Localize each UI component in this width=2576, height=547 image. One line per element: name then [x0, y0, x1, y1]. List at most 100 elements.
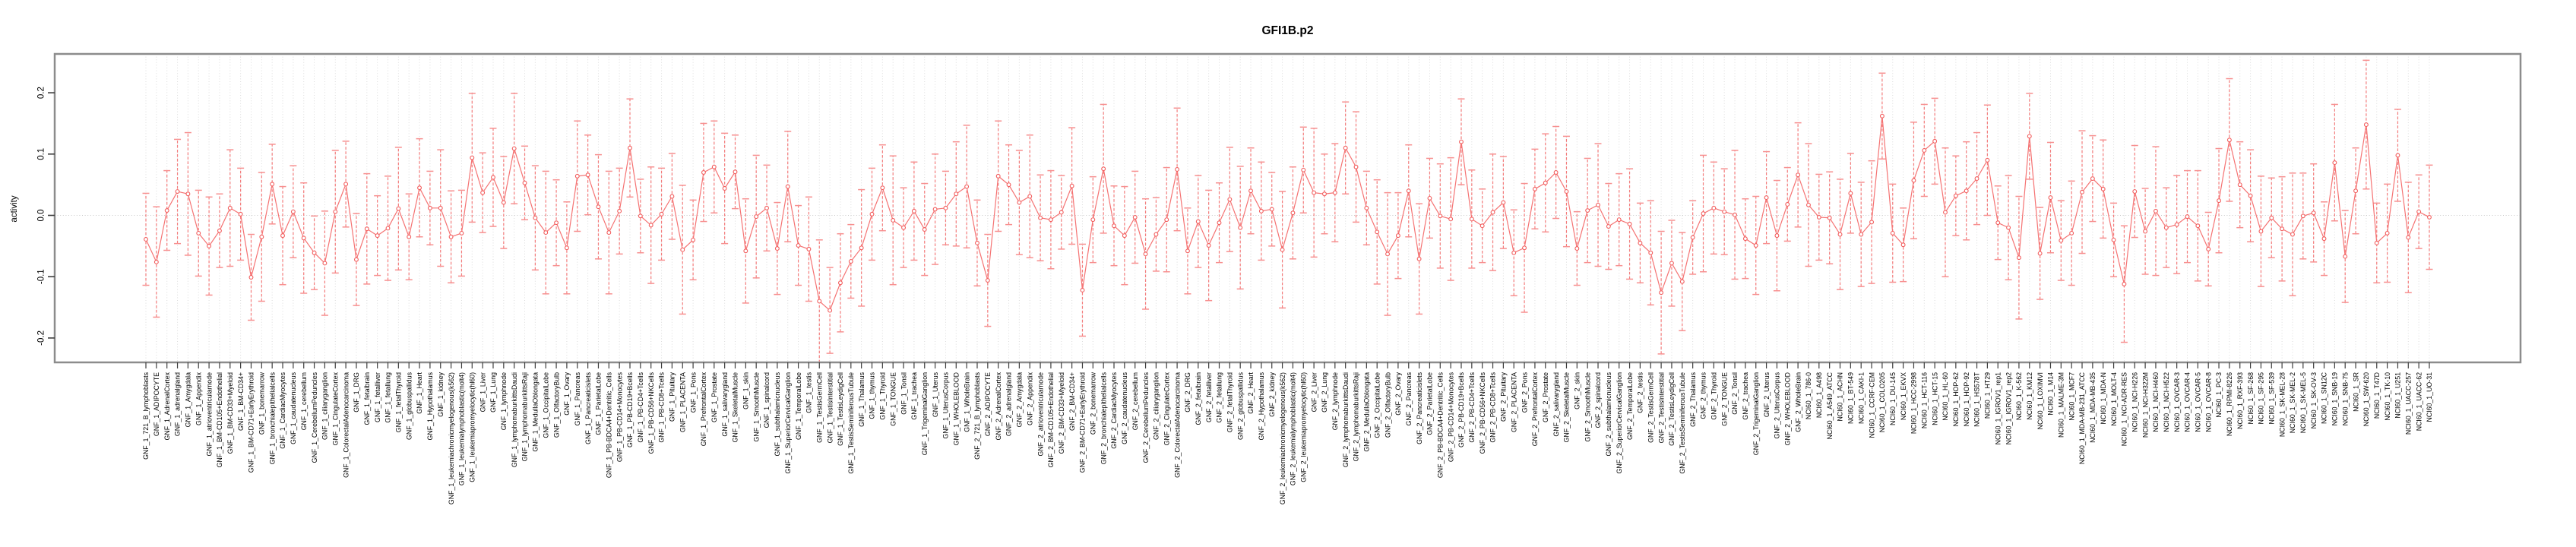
data-point	[901, 225, 907, 230]
data-point	[1753, 243, 1758, 248]
x-tick-label: GNF_1_Pancreas	[574, 372, 581, 425]
data-point	[2406, 235, 2411, 240]
data-point	[227, 205, 233, 210]
data-point	[1806, 202, 1811, 207]
x-tick-label: GNF_1_lymphomaburkittsDaudi	[511, 372, 518, 467]
data-point	[869, 211, 875, 217]
x-tick-label: GNF_2_Thalamus	[1689, 372, 1697, 426]
data-point	[1364, 205, 1369, 210]
data-point	[1427, 195, 1432, 201]
x-tick-label: GNF_1_adrenalgland	[174, 372, 182, 436]
x-tick-label: GNF_2_OlfactoryBulb	[1384, 372, 1391, 438]
data-point	[2080, 189, 2084, 194]
x-tick-label: GNF_2_bronchialepithelialcells	[1100, 372, 1107, 464]
data-point	[2037, 251, 2043, 256]
x-tick-label: GNF_2_PB-BDCA4+Dentritic_Cells	[1436, 372, 1444, 478]
x-tick-label: NCI60_1_MDA-MB-435	[2089, 372, 2097, 443]
data-point	[1227, 197, 1233, 202]
data-point	[817, 299, 822, 304]
data-point	[1827, 215, 1832, 220]
y-tick-label: -0.2	[37, 330, 46, 346]
x-tick-label: GNF_2_WholeBrain	[1794, 372, 1802, 432]
x-tick-label: GNF_2_UterusCorpus	[1774, 372, 1781, 438]
data-point	[859, 245, 864, 251]
x-tick-label: NCI60_1_HOP-62	[1952, 372, 1960, 426]
data-point	[701, 170, 706, 175]
data-point	[522, 180, 527, 185]
data-point	[1258, 208, 1264, 213]
x-tick-label: GNF_2_subthalamicnucleus	[1605, 372, 1612, 456]
data-point	[1796, 172, 1801, 178]
data-point	[2154, 208, 2158, 213]
data-point	[648, 223, 653, 228]
data-point	[2226, 138, 2232, 143]
data-point	[975, 240, 979, 245]
data-point	[711, 164, 717, 169]
data-point	[396, 206, 401, 211]
data-point	[680, 247, 685, 252]
data-point	[2132, 189, 2138, 194]
data-point	[2416, 209, 2422, 214]
data-point	[1974, 176, 1979, 182]
data-point	[2290, 232, 2295, 237]
x-tick-label: GNF_2_Uterus	[1763, 372, 1771, 417]
data-point	[1185, 248, 1190, 254]
x-tick-label: NCI60_1_NCI-H460	[2152, 372, 2160, 432]
x-tick-label: GNF_2_leukemiapromyelocytic(hl60)	[1299, 372, 1307, 482]
x-tick-label: GNF_1_SuperiorCervicalGanglion	[784, 372, 792, 474]
x-tick-label: GNF_1_AdrenalCortex	[163, 372, 171, 440]
x-tick-label: GNF_2_SmoothMuscle	[1584, 372, 1591, 442]
data-point	[1385, 251, 1391, 257]
x-tick-label: NCI60_1_HT29	[1984, 372, 1992, 419]
x-tick-label: GNF_1_Uterus	[932, 372, 939, 417]
data-point	[164, 208, 169, 213]
data-point	[1017, 200, 1022, 205]
x-tick-label: NCI60_1_SF-539	[2267, 372, 2275, 425]
data-point	[585, 172, 590, 178]
x-tick-label: GNF_2_atrioventricularnode	[1036, 372, 1044, 457]
data-point	[2343, 254, 2348, 259]
data-point	[2280, 226, 2285, 232]
x-tick-label: GNF_1_UterusCorpus	[942, 372, 950, 438]
data-point	[322, 261, 328, 266]
data-point	[848, 259, 853, 264]
data-point	[1112, 223, 1116, 229]
data-point	[375, 233, 380, 239]
x-tick-label: GNF_2_BM-CD34+	[1068, 372, 1076, 431]
x-tick-label: GNF_1_Heart	[416, 372, 423, 413]
x-tick-label: GNF_1_PB-CD14+Monocytes	[616, 372, 623, 462]
x-tick-label: GNF_2_Pons	[1521, 372, 1528, 413]
x-tick-label: GNF_1_fetallung	[385, 372, 392, 423]
data-point	[754, 214, 759, 220]
x-tick-label: GNF_1_TrigeminalGanglion	[921, 372, 929, 455]
x-tick-label: GNF_2_fetalliver	[1205, 372, 1213, 422]
x-tick-label: GNF_2_PB-CD4+Tcells	[1468, 372, 1476, 442]
data-point	[2385, 230, 2390, 236]
data-point	[1217, 220, 1222, 226]
data-point	[1448, 217, 1454, 222]
x-tick-label: NCI60_1_HCC-2998	[1910, 372, 1918, 434]
data-point	[407, 234, 412, 239]
x-tick-label: NCI60_1_HCT-15	[1931, 372, 1938, 425]
data-point	[1438, 213, 1443, 219]
data-point	[207, 243, 212, 248]
data-point	[1627, 221, 1632, 226]
data-point	[1469, 217, 1474, 222]
x-tick-label: NCI60_1_SF-295	[2258, 372, 2265, 425]
x-tick-label: GNF_2_BM-CD33+Myeloid	[1058, 372, 1065, 454]
x-tick-label: NCI60_1_OVCAR-3	[2173, 372, 2181, 432]
data-point	[659, 211, 664, 217]
data-point	[1353, 164, 1359, 169]
x-tick-label: NCI60_1_UACC-257	[2405, 372, 2413, 435]
x-tick-label: GNF_1_ParietalLobe	[595, 372, 603, 435]
data-point	[248, 275, 254, 280]
x-tick-label: GNF_2_AdrenalCortex	[995, 372, 1002, 440]
data-point	[290, 209, 296, 214]
data-point	[911, 208, 916, 213]
x-tick-label: NCI60_1_LOXIMVI	[2036, 372, 2044, 429]
x-tick-label: GNF_1_Prostate	[710, 372, 718, 422]
data-point	[617, 208, 622, 213]
data-point	[1995, 220, 2001, 226]
x-tick-label: GNF_1_DRG	[353, 372, 360, 413]
data-point	[1679, 279, 1685, 284]
